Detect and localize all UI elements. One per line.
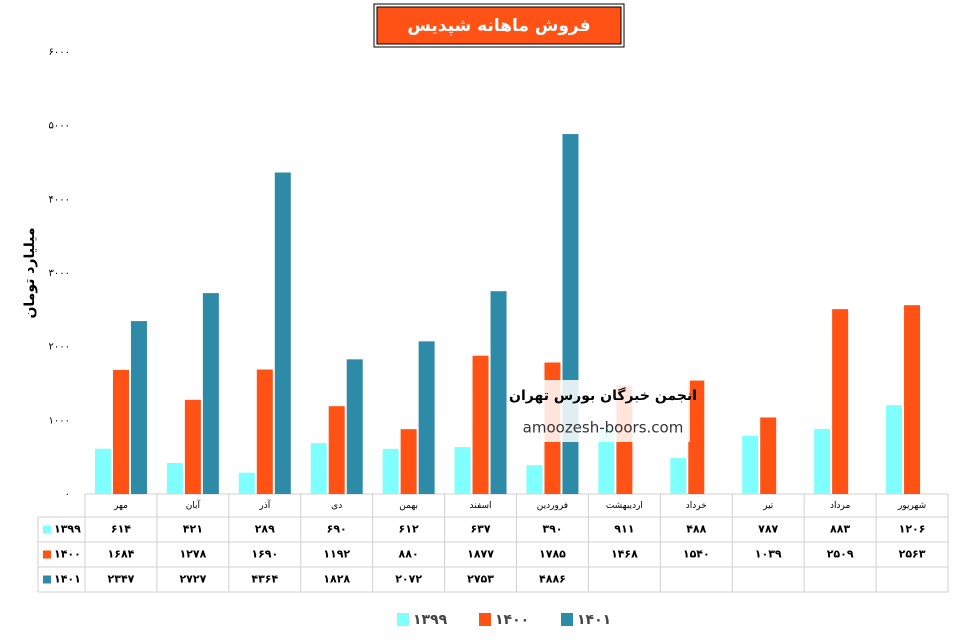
- bar: [760, 417, 777, 494]
- legend-label: ۱۳۹۹: [413, 612, 448, 628]
- watermark-url: amoozesh-boors.com: [523, 419, 684, 437]
- table-value: ۲۰۷۲: [395, 573, 422, 586]
- table-value: ۱۸۷۷: [467, 548, 494, 561]
- bar: [256, 369, 273, 494]
- legend-label: ۱۴۰۱: [577, 612, 611, 628]
- y-tick-label: ۰: [65, 489, 70, 500]
- bar: [598, 426, 615, 494]
- x-tick-label: بهمن: [399, 501, 418, 511]
- table-value: ۱۰۳۹: [755, 548, 782, 561]
- bar: [238, 472, 255, 494]
- table-value: ۱۱۹۲: [323, 548, 350, 561]
- bar: [328, 406, 345, 494]
- bar: [454, 447, 471, 494]
- bar: [94, 448, 111, 494]
- table-value: ۴۸۸: [686, 523, 706, 536]
- table-row-label: ۱۴۰۱: [54, 573, 81, 586]
- table-value: ۶۱۴: [111, 523, 131, 536]
- table-value: ۸۸۰: [399, 548, 419, 561]
- bar: [274, 172, 291, 494]
- table-legend-key: [43, 575, 51, 584]
- x-tick-label: شهریور: [897, 501, 926, 511]
- y-tick-label: ۴۰۰۰: [49, 194, 70, 205]
- table-value: ۴۳۶۴: [251, 573, 278, 586]
- x-tick-label: آذر: [258, 499, 270, 511]
- bar: [130, 321, 147, 494]
- bar: [184, 399, 201, 494]
- y-tick-label: ۱۰۰۰: [49, 415, 70, 426]
- table-value: ۱۸۲۸: [323, 573, 350, 586]
- table-row-label: ۱۴۰۰: [54, 548, 81, 561]
- y-axis-label: میلیارد تومان: [22, 227, 38, 318]
- table-value: ۱۶۸۴: [108, 548, 135, 561]
- bar: [814, 428, 831, 494]
- y-tick-label: ۶۰۰۰: [49, 47, 70, 58]
- x-tick-label: فروردین: [537, 501, 568, 511]
- table-value: ۲۵۶۳: [899, 548, 926, 561]
- x-tick-label: مهر: [113, 501, 128, 511]
- bar: [400, 429, 417, 494]
- bar: [166, 462, 183, 494]
- legend-key: [561, 613, 573, 626]
- table-row-label: ۱۳۹۹: [54, 523, 81, 536]
- table-value: ۱۷۸۵: [539, 548, 566, 561]
- table-value: ۱۴۶۸: [611, 548, 638, 561]
- bar: [886, 405, 903, 494]
- table-value: ۲۷۵۳: [467, 573, 494, 586]
- bar: [346, 359, 363, 494]
- x-tick-label: آبان: [186, 499, 201, 511]
- x-tick-label: دی: [331, 501, 342, 511]
- table-value: ۸۸۳: [830, 523, 850, 536]
- y-tick-label: ۳۰۰۰: [49, 268, 70, 279]
- x-tick-label: اسفند: [470, 501, 492, 511]
- table-legend-key: [43, 550, 51, 559]
- legend-label: ۱۴۰۰: [495, 612, 529, 628]
- watermark-box: [515, 380, 690, 442]
- bar: [490, 291, 507, 494]
- chart-title: فروش ماهانه شپدیس: [407, 16, 590, 36]
- bar: [688, 380, 705, 494]
- table-value: ۷۸۷: [758, 523, 778, 536]
- bar: [670, 458, 687, 494]
- x-tick-label: اردیبهشت: [606, 501, 643, 511]
- x-tick-label: خرداد: [686, 501, 707, 511]
- table-value: ۲۸۹: [255, 523, 275, 536]
- table-value: ۱۵۴۰: [683, 548, 710, 561]
- bar: [112, 369, 129, 494]
- y-tick-label: ۵۰۰۰: [49, 121, 70, 132]
- table-value: ۳۹۰: [542, 523, 562, 536]
- title-box: [376, 6, 622, 45]
- x-tick-label: تیر: [762, 501, 774, 511]
- table-value: ۶۱۲: [399, 523, 419, 536]
- y-tick-label: ۲۰۰۰: [49, 342, 70, 353]
- watermark-title: انجمن خبرگان بورس تهران: [509, 387, 697, 404]
- table-value: ۶۹۰: [327, 523, 347, 536]
- bar: [382, 448, 399, 494]
- bar: [832, 309, 849, 494]
- bar: [310, 443, 327, 494]
- table-value: ۲۳۴۷: [108, 573, 135, 586]
- bar: [904, 305, 921, 494]
- table-value: ۹۱۱: [614, 523, 634, 536]
- table-value: ۴۲۱: [183, 523, 203, 536]
- table-value: ۱۶۹۰: [251, 548, 278, 561]
- table-value: ۶۳۷: [470, 523, 490, 536]
- plot: ۰ ۱۰۰۰ ۲۰۰۰ ۳۰۰۰ ۴۰۰۰ ۵۰۰۰ ۶۰۰۰ مهر ۶۱۴ ۱۶۸۴ ۲۳۴۷ آ…: [37, 47, 949, 628]
- table-value: ۲۵۰۹: [827, 548, 854, 561]
- legend-key: [397, 613, 409, 626]
- bar: [202, 293, 219, 494]
- table-legend-key: [43, 525, 51, 534]
- bar: [742, 436, 759, 494]
- legend-key: [479, 613, 491, 626]
- table-value: ۲۷۲۷: [179, 573, 206, 586]
- bar: [418, 341, 435, 494]
- table-value: ۱۲۰۶: [899, 523, 926, 536]
- table-value: ۴۸۸۶: [539, 573, 566, 586]
- bar: [472, 355, 489, 494]
- x-tick-label: مرداد: [830, 501, 850, 511]
- table-value: ۱۲۷۸: [179, 548, 206, 561]
- bar: [526, 465, 543, 494]
